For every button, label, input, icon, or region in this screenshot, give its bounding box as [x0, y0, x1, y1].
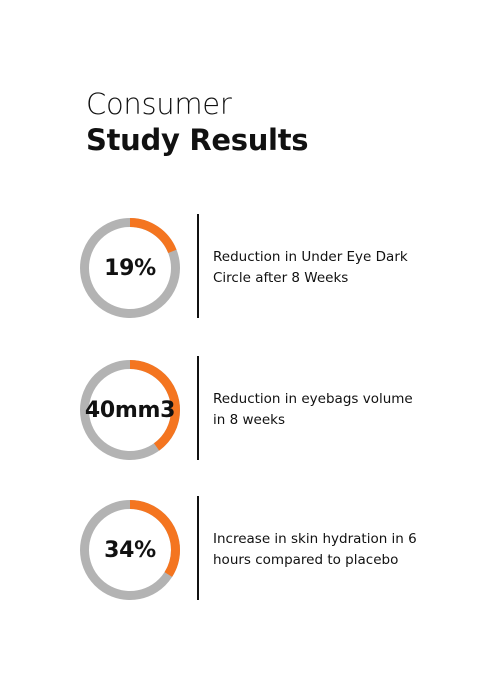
divider [197, 214, 199, 318]
stat-item: 40mm3 Reduction in eyebags volume in 8 w… [78, 356, 438, 462]
progress-ring-graphic [80, 218, 180, 318]
stat-description: Reduction in Under Eye Dark Circle after… [213, 249, 408, 286]
page-heading: Consumer Study Results [86, 86, 309, 158]
stat-description: Increase in skin hydration in 6 hours co… [213, 531, 417, 568]
progress-ring: 40mm3 [78, 358, 182, 462]
stat-value: 19% [104, 255, 156, 281]
stat-item: 34% Increase in skin hydration in 6 hour… [78, 496, 438, 602]
stat-value: 34% [104, 537, 156, 563]
divider [197, 496, 199, 600]
ring-fill [80, 500, 180, 600]
heading-line-study-results: Study Results [86, 123, 309, 157]
ring-fill [80, 218, 180, 318]
progress-ring: 19% [78, 216, 182, 320]
progress-ring: 34% [78, 498, 182, 602]
heading-line-consumer: Consumer [86, 87, 232, 121]
progress-ring-graphic [80, 500, 180, 600]
stat-value: 40mm3 [84, 397, 176, 423]
stat-description: Reduction in eyebags volume in 8 weeks [213, 391, 413, 428]
divider [197, 356, 199, 460]
progress-ring-graphic [80, 360, 180, 460]
ring-fill [80, 360, 180, 460]
stat-item: 19% Reduction in Under Eye Dark Circle a… [78, 214, 438, 320]
